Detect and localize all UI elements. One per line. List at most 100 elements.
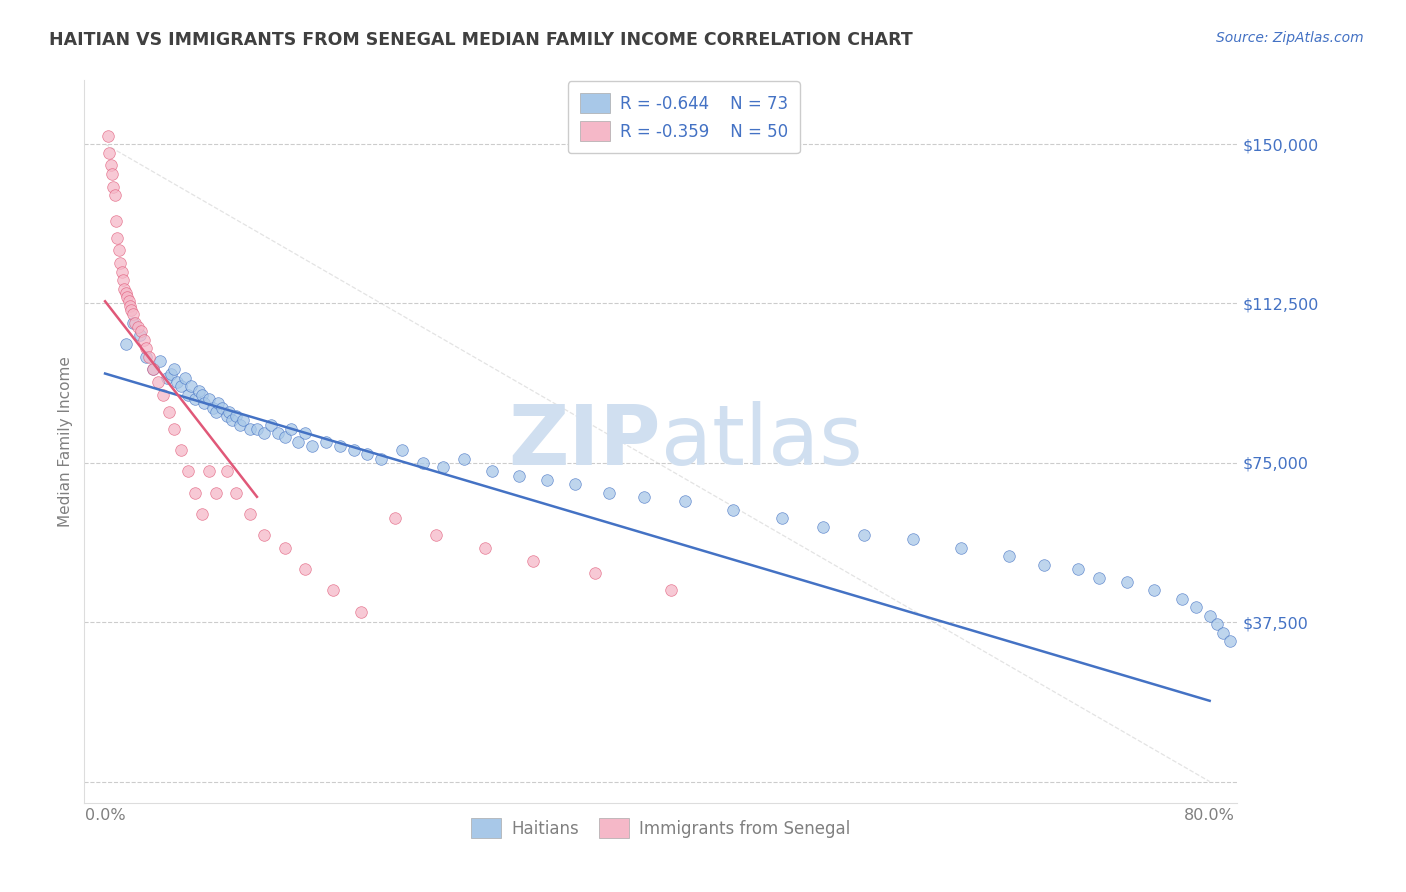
Point bbox=[135, 350, 157, 364]
Point bbox=[453, 451, 475, 466]
Point bbox=[146, 375, 169, 389]
Point bbox=[110, 256, 132, 270]
Text: ZIP: ZIP bbox=[509, 401, 661, 482]
Point bbox=[301, 439, 323, 453]
Point bbox=[218, 405, 240, 419]
Point bbox=[432, 460, 454, 475]
Point bbox=[127, 319, 149, 334]
Point bbox=[229, 417, 252, 432]
Point bbox=[583, 566, 606, 581]
Point bbox=[160, 367, 183, 381]
Point bbox=[950, 541, 973, 555]
Point bbox=[1185, 600, 1208, 615]
Point bbox=[425, 528, 447, 542]
Point bbox=[98, 145, 121, 160]
Point bbox=[193, 396, 215, 410]
Point bbox=[239, 422, 262, 436]
Point bbox=[114, 285, 136, 300]
Point bbox=[1212, 625, 1234, 640]
Point bbox=[1033, 558, 1056, 572]
Point bbox=[522, 553, 544, 567]
Point bbox=[239, 507, 262, 521]
Point bbox=[1088, 570, 1111, 584]
Point bbox=[104, 188, 127, 202]
Point bbox=[138, 350, 160, 364]
Point bbox=[190, 507, 212, 521]
Point bbox=[105, 213, 128, 227]
Point bbox=[1143, 583, 1166, 598]
Point bbox=[998, 549, 1021, 564]
Point bbox=[170, 443, 193, 458]
Point bbox=[135, 341, 157, 355]
Point bbox=[811, 519, 834, 533]
Point bbox=[1067, 562, 1090, 576]
Text: Source: ZipAtlas.com: Source: ZipAtlas.com bbox=[1216, 31, 1364, 45]
Point bbox=[673, 494, 696, 508]
Point bbox=[121, 307, 143, 321]
Point bbox=[723, 502, 745, 516]
Point bbox=[474, 541, 496, 555]
Point bbox=[107, 230, 129, 244]
Text: HAITIAN VS IMMIGRANTS FROM SENEGAL MEDIAN FAMILY INCOME CORRELATION CHART: HAITIAN VS IMMIGRANTS FROM SENEGAL MEDIA… bbox=[49, 31, 912, 49]
Point bbox=[184, 392, 207, 406]
Point bbox=[211, 401, 233, 415]
Point bbox=[163, 362, 186, 376]
Point bbox=[132, 333, 155, 347]
Point bbox=[152, 388, 174, 402]
Point bbox=[177, 388, 200, 402]
Point bbox=[117, 294, 139, 309]
Point bbox=[253, 425, 276, 440]
Point bbox=[356, 447, 378, 461]
Point bbox=[142, 362, 165, 376]
Point bbox=[412, 456, 434, 470]
Point bbox=[118, 299, 141, 313]
Point bbox=[384, 511, 406, 525]
Point bbox=[163, 422, 186, 436]
Point bbox=[391, 443, 413, 458]
Point bbox=[174, 371, 197, 385]
Point bbox=[260, 417, 283, 432]
Point bbox=[184, 485, 207, 500]
Point bbox=[232, 413, 254, 427]
Point bbox=[564, 477, 586, 491]
Point bbox=[129, 324, 152, 338]
Point bbox=[97, 128, 120, 143]
Y-axis label: Median Family Income: Median Family Income bbox=[58, 356, 73, 527]
Point bbox=[197, 392, 219, 406]
Point bbox=[177, 464, 200, 478]
Point bbox=[197, 464, 219, 478]
Point bbox=[322, 583, 344, 598]
Legend: Haitians, Immigrants from Senegal: Haitians, Immigrants from Senegal bbox=[464, 812, 858, 845]
Point bbox=[108, 244, 131, 258]
Point bbox=[221, 413, 243, 427]
Point bbox=[190, 388, 212, 402]
Point bbox=[124, 316, 146, 330]
Point bbox=[114, 336, 136, 351]
Point bbox=[1171, 591, 1194, 606]
Point bbox=[115, 290, 138, 304]
Point bbox=[128, 328, 150, 343]
Point bbox=[166, 375, 188, 389]
Point bbox=[633, 490, 655, 504]
Point bbox=[370, 451, 392, 466]
Point bbox=[329, 439, 352, 453]
Point bbox=[1115, 574, 1137, 589]
Point bbox=[273, 541, 295, 555]
Point bbox=[287, 434, 309, 449]
Point bbox=[121, 316, 143, 330]
Point bbox=[280, 422, 302, 436]
Point bbox=[207, 396, 229, 410]
Point bbox=[215, 464, 238, 478]
Point bbox=[294, 425, 316, 440]
Point bbox=[112, 281, 135, 295]
Point bbox=[100, 158, 122, 172]
Point bbox=[294, 562, 316, 576]
Point bbox=[253, 528, 276, 542]
Point bbox=[111, 264, 134, 278]
Point bbox=[156, 371, 179, 385]
Point bbox=[201, 401, 224, 415]
Point bbox=[266, 425, 288, 440]
Point bbox=[101, 167, 124, 181]
Point bbox=[349, 605, 371, 619]
Point bbox=[536, 473, 558, 487]
